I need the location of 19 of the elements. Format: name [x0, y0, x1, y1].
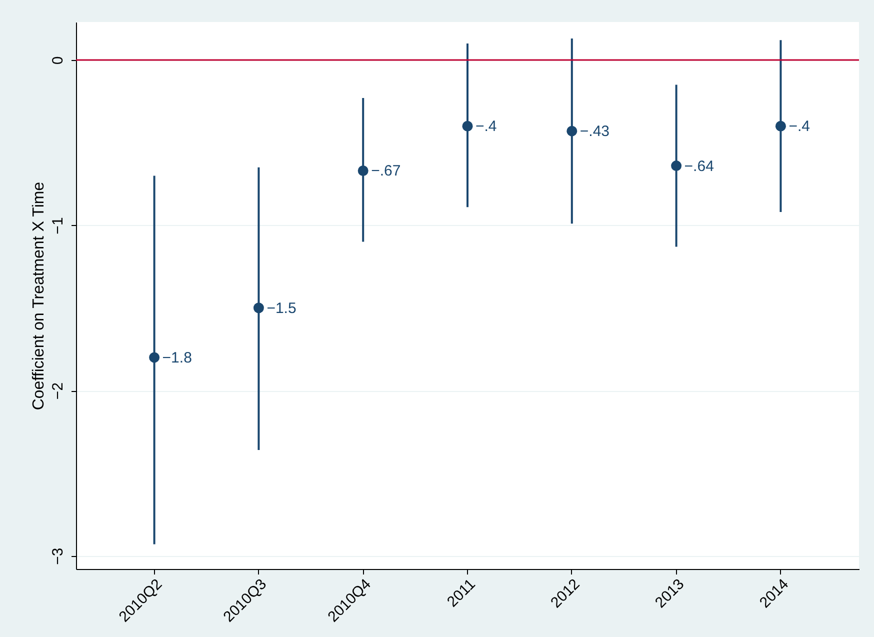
point [253, 302, 264, 314]
y-axis-title: Coefficient on Treatment X Time [30, 182, 48, 410]
data-label: −1.8 [162, 349, 192, 366]
data-label: −1.5 [266, 300, 296, 317]
data-label: −.4 [788, 118, 810, 136]
point [566, 126, 578, 136]
data-label: −.4 [476, 118, 497, 136]
y-tick-label: −2 [50, 382, 66, 400]
point [358, 165, 368, 176]
data-label: −.64 [684, 158, 714, 175]
y-tick-label: 0 [50, 56, 66, 65]
point [462, 120, 473, 132]
y-tick-label: −3 [50, 548, 66, 565]
point [671, 160, 682, 172]
point [775, 120, 786, 132]
point [149, 352, 160, 363]
y-tick-label: −1 [50, 217, 66, 234]
data-label: −.67 [371, 162, 401, 180]
data-label: −.43 [580, 123, 610, 140]
